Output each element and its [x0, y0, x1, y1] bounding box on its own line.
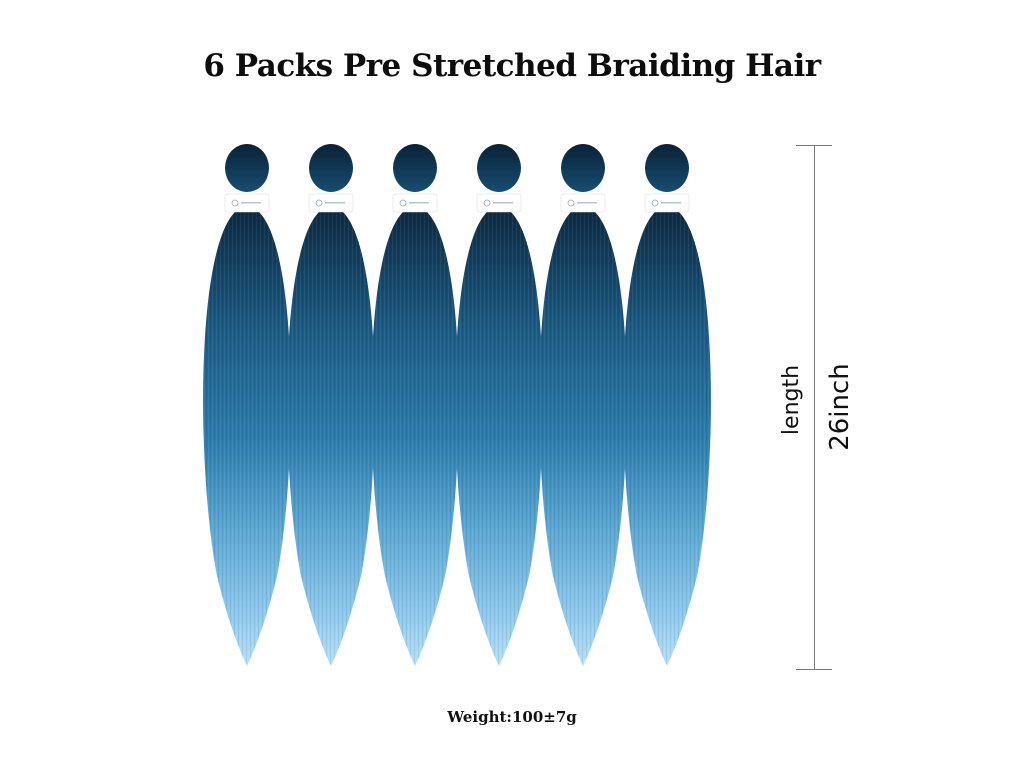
measure-line: [814, 145, 815, 670]
weight-label: Weight:100±7g: [447, 708, 577, 726]
bundle-hair-texture: [455, 212, 543, 666]
hair-bundle: [623, 144, 711, 666]
bundle-top-knot: [561, 144, 605, 192]
hair-bundle: [287, 144, 375, 666]
band-logo-mark: [409, 202, 429, 204]
band-logo-mark: [241, 202, 261, 204]
band-logo-icon: [567, 199, 575, 207]
bundle-hair-texture: [287, 212, 375, 666]
band-logo-icon: [483, 199, 491, 207]
measure-tick-bottom: [796, 669, 832, 670]
band-logo-mark: [493, 202, 513, 204]
length-measure-bracket: [792, 145, 842, 670]
length-label: length: [779, 364, 804, 436]
bundle-top-knot: [225, 144, 269, 192]
hair-bundles-image: [190, 138, 760, 678]
bundle-hair-texture: [539, 212, 627, 666]
hair-bundle: [455, 144, 543, 666]
page-title: 6 Packs Pre Stretched Braiding Hair: [203, 48, 821, 84]
band-logo-icon: [651, 199, 659, 207]
bundle-hair-texture: [623, 212, 711, 666]
band-logo-mark: [325, 202, 345, 204]
hair-bundle: [203, 144, 291, 666]
bundle-top-knot: [309, 144, 353, 192]
bundle-top-knot: [477, 144, 521, 192]
hair-bundles-svg: [203, 144, 711, 666]
band-logo-icon: [231, 199, 239, 207]
band-logo-mark: [577, 202, 597, 204]
bundle-hair-texture: [203, 212, 291, 666]
bundle-top-knot: [393, 144, 437, 192]
hair-bundle: [539, 144, 627, 666]
hair-bundle: [371, 144, 459, 666]
band-logo-icon: [399, 199, 407, 207]
length-value: 26inch: [825, 363, 855, 451]
band-logo-mark: [661, 202, 681, 204]
band-logo-icon: [315, 199, 323, 207]
bundle-hair-texture: [371, 212, 459, 666]
bundle-top-knot: [645, 144, 689, 192]
